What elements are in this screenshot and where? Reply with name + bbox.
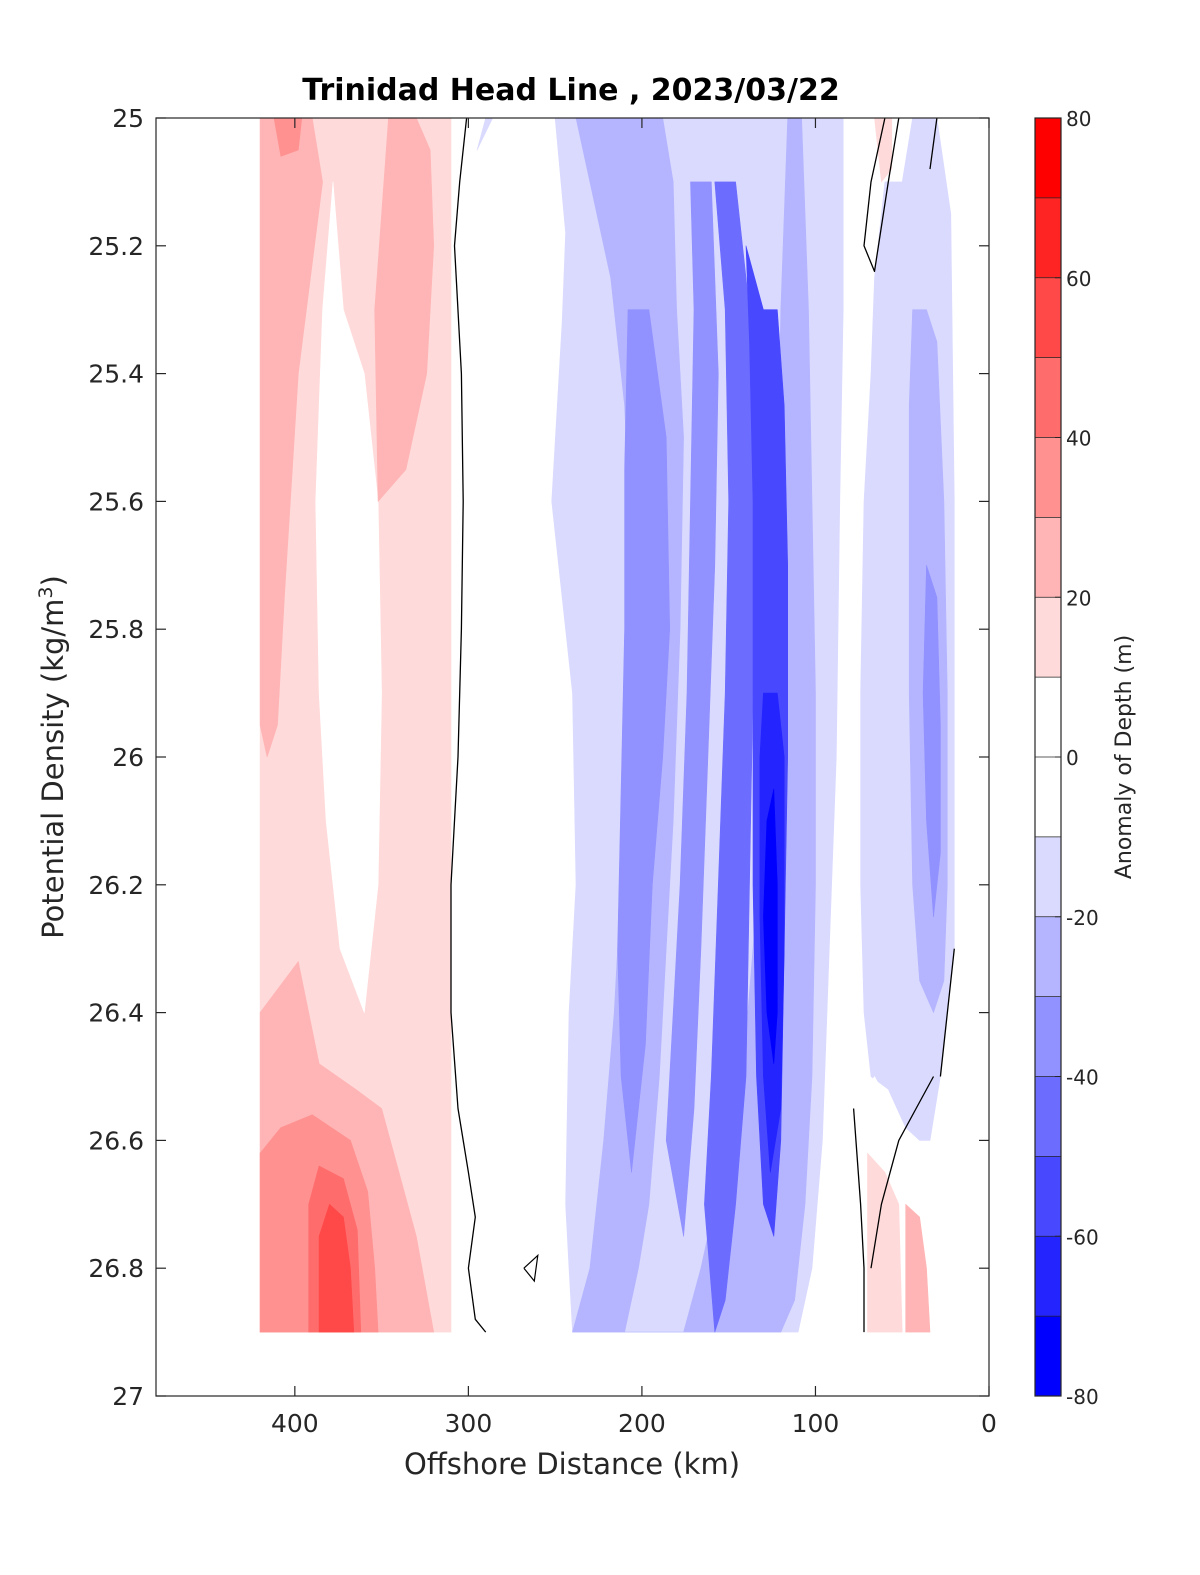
contour-region-n3-19	[922, 564, 941, 918]
colorbar-tick-label-20: 20	[1066, 586, 1091, 610]
y-axis-label-superscript: 3	[35, 586, 57, 598]
y-tick-label-26.2: 26.2	[88, 871, 144, 900]
colorbar-label: Anomaly of Depth (m)	[1112, 635, 1137, 879]
zero-contour-5	[939, 948, 955, 1077]
y-axis-label: Potential Density (kg/m3)	[35, 575, 70, 939]
zero-contour-0	[450, 118, 487, 1333]
y-tick-label-25.6: 25.6	[88, 487, 144, 516]
colorbar-tick-label--80: -80	[1066, 1385, 1099, 1409]
contour-region-p1-21	[867, 1152, 903, 1333]
zero-contour-layer	[450, 118, 955, 1333]
zero-contour-4	[870, 1076, 935, 1269]
y-tick-label-25.8: 25.8	[88, 615, 144, 644]
colorbar-tick-label-80: 80	[1066, 107, 1091, 131]
contour-region-p1-23	[874, 118, 893, 183]
y-tick-label-27: 27	[112, 1382, 144, 1411]
contour-fill-layer	[259, 118, 955, 1333]
x-tick-label-300: 300	[445, 1409, 493, 1438]
y-tick-label-25: 25	[112, 104, 144, 133]
x-tick-label-200: 200	[618, 1409, 666, 1438]
contour-region-n7-16	[763, 788, 778, 1064]
x-tick-label-0: 0	[981, 1409, 997, 1438]
contour-region-n3-12	[665, 181, 719, 1237]
colorbar-band-10-20	[1035, 597, 1061, 678]
x-tick-label-400: 400	[271, 1409, 319, 1438]
y-tick-label-25.2: 25.2	[88, 232, 144, 261]
colorbar-band--60--50	[1035, 1156, 1061, 1237]
y-tick-label-26: 26	[112, 743, 144, 772]
colorbar: 80 60 40 20 0 -20 -40 -60 -80	[1034, 107, 1099, 1409]
y-tick-label-25.4: 25.4	[88, 360, 144, 389]
y-axis: 25 25.2 25.4 25.6 25.8 26 26.2 26.4 26.6 26.8 27	[88, 104, 989, 1411]
colorbar-band--80--70	[1035, 1316, 1061, 1396]
colorbar-band-50-60	[1035, 277, 1061, 358]
contour-region-n3-11	[617, 309, 671, 1173]
colorbar-tick-label--20: -20	[1066, 906, 1099, 930]
colorbar-tick-label-40: 40	[1066, 427, 1091, 451]
colorbar-band-30-40	[1035, 437, 1061, 518]
x-axis-label: Offshore Distance (km)	[404, 1447, 740, 1481]
colorbar-tick-label--60: -60	[1066, 1225, 1099, 1249]
colorbar-band-60-70	[1035, 197, 1061, 278]
x-axis: 400 300 200 100 0	[271, 118, 997, 1438]
colorbar-tick-label-60: 60	[1066, 267, 1091, 291]
colorbar-band--20--10	[1035, 836, 1061, 917]
contour-region-p2-22	[905, 1204, 931, 1333]
colorbar-band-20-30	[1035, 517, 1061, 598]
colorbar-band--10-0	[1035, 757, 1061, 837]
y-axis-label-close: )	[36, 575, 70, 586]
zero-contour-2	[929, 118, 938, 170]
colorbar-band--70--60	[1035, 1236, 1061, 1317]
y-axis-label-main: Potential Density (kg/m	[36, 599, 70, 939]
chart-title: Trinidad Head Line , 2023/03/22	[302, 73, 839, 108]
colorbar-band-0-10	[1035, 677, 1061, 757]
y-tick-label-26.4: 26.4	[88, 999, 144, 1028]
y-tick-label-26.6: 26.6	[88, 1126, 144, 1155]
colorbar-band-40-50	[1035, 357, 1061, 438]
colorbar-band--40--30	[1035, 996, 1061, 1077]
colorbar-tick-label--40: -40	[1066, 1066, 1099, 1090]
x-tick-label-100: 100	[792, 1409, 840, 1438]
y-tick-label-26.8: 26.8	[88, 1254, 144, 1283]
colorbar-band-70-80	[1035, 118, 1061, 198]
plot-area	[155, 117, 990, 1397]
colorbar-band--50--40	[1035, 1076, 1061, 1157]
colorbar-band--30--20	[1035, 916, 1061, 997]
contour-region-p2-3	[374, 118, 435, 502]
zero-contour-3	[852, 1108, 865, 1333]
contour-closed-mark-0	[523, 1253, 539, 1283]
colorbar-tick-label-0: 0	[1066, 746, 1079, 770]
contour-region-p2-2	[259, 118, 323, 758]
contour-region-p5-8	[318, 1204, 355, 1333]
zero-contour-1	[863, 118, 900, 273]
